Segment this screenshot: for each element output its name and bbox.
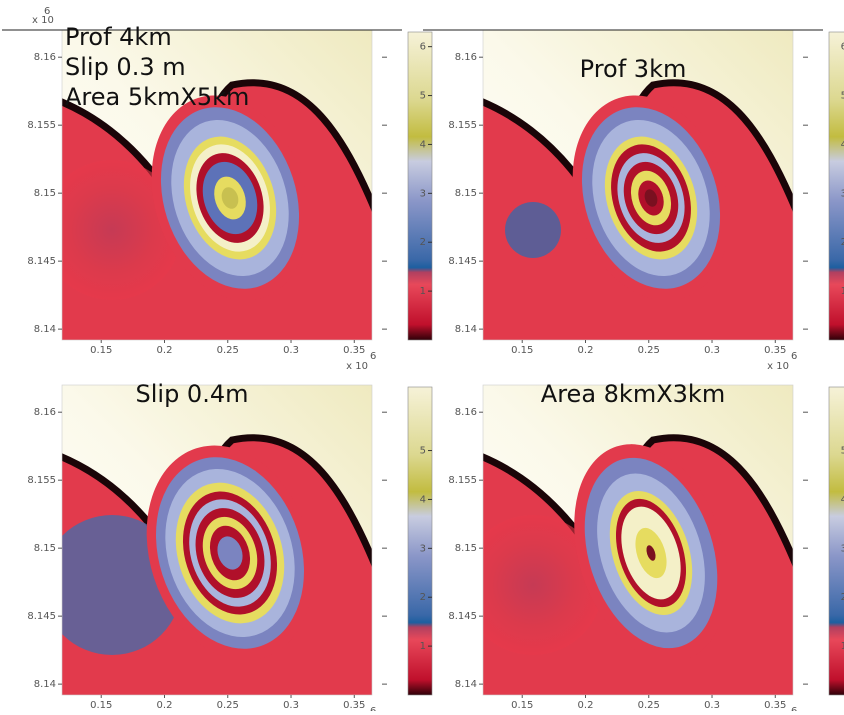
x-scale: x 10 bbox=[767, 361, 789, 372]
x-tick-label: 0.35 bbox=[764, 345, 786, 356]
field bbox=[483, 30, 793, 340]
colorbar-tick-label: 1 bbox=[841, 286, 844, 297]
x-tick-label: 0.15 bbox=[511, 700, 533, 711]
colorbar-tick-label: 4 bbox=[420, 139, 426, 150]
y-tick-label: 8.145 bbox=[448, 256, 477, 267]
plot-frame bbox=[482, 384, 794, 696]
annotation: Slip 0.3 m bbox=[65, 53, 186, 81]
field-blob bbox=[62, 160, 182, 300]
y-scale: x 10 bbox=[32, 15, 54, 26]
annotation: Prof 4km bbox=[65, 23, 172, 51]
colorbar bbox=[828, 386, 844, 696]
x-tick-label: 0.3 bbox=[283, 345, 299, 356]
y-tick-label: 8.14 bbox=[34, 324, 56, 335]
x-tick-label: 0.2 bbox=[157, 700, 173, 711]
x-scale: x 10 bbox=[346, 361, 368, 372]
annotation: Area 5kmX5km bbox=[65, 83, 249, 111]
panel: Prof 3km 8.14 8.145 8.15 8.155 8.16 0.15 0.2 0.2… bbox=[423, 29, 844, 372]
annotation: Slip 0.4m bbox=[136, 380, 249, 408]
colorbar bbox=[407, 31, 433, 341]
x-tick-label: 0.25 bbox=[217, 700, 239, 711]
colorbar-tick-label: 6 bbox=[420, 42, 426, 53]
x-tick-label: 0.2 bbox=[157, 345, 173, 356]
field bbox=[62, 30, 372, 340]
colorbar-tick-label: 3 bbox=[420, 188, 426, 199]
colorbar bbox=[407, 386, 433, 696]
y-tick-label: 8.16 bbox=[34, 52, 56, 63]
x-tick-label: 0.15 bbox=[90, 345, 112, 356]
x-tick-label: 0.3 bbox=[283, 700, 299, 711]
field-blob bbox=[483, 515, 603, 655]
y-tick-label: 8.145 bbox=[27, 256, 56, 267]
colorbar-tick-label: 3 bbox=[841, 543, 844, 554]
colorbar-tick-label: 5 bbox=[841, 91, 844, 102]
y-tick-label: 8.145 bbox=[27, 611, 56, 622]
y-tick-label: 8.16 bbox=[34, 407, 56, 418]
colorbar-tick-label: 1 bbox=[841, 641, 844, 652]
x-tick-label: 0.15 bbox=[511, 345, 533, 356]
colorbar-tick-label: 1 bbox=[420, 641, 426, 652]
y-tick-label: 8.155 bbox=[27, 120, 56, 131]
panel: Slip 0.4m 8.14 8.145 8.15 8.155 8.16 0.15 0.2 0.… bbox=[27, 380, 433, 715]
y-scale-exponent: 6 bbox=[44, 6, 50, 17]
colorbar-tick-label: 4 bbox=[841, 494, 844, 505]
x-tick-label: 0.2 bbox=[578, 345, 594, 356]
x-tick-label: 0.3 bbox=[704, 345, 720, 356]
x-tick-label: 0.2 bbox=[578, 700, 594, 711]
y-tick-label: 8.14 bbox=[34, 679, 56, 690]
x-scale-exponent: 6 bbox=[370, 351, 376, 362]
colorbar-tick-label: 2 bbox=[841, 237, 844, 248]
x-tick-label: 0.25 bbox=[638, 345, 660, 356]
colorbar-tick-label: 2 bbox=[420, 592, 426, 603]
x-tick-label: 0.35 bbox=[343, 345, 365, 356]
colorbar-tick-label: 1 bbox=[420, 286, 426, 297]
y-tick-label: 8.155 bbox=[27, 475, 56, 486]
y-tick-label: 8.145 bbox=[448, 611, 477, 622]
y-tick-label: 8.14 bbox=[455, 324, 477, 335]
fringe bbox=[644, 189, 658, 207]
fringe bbox=[646, 545, 656, 561]
y-tick-label: 8.15 bbox=[34, 543, 56, 554]
x-tick-label: 0.15 bbox=[90, 700, 112, 711]
fringe bbox=[221, 187, 239, 209]
y-tick-label: 8.14 bbox=[455, 679, 477, 690]
x-scale-exponent: 6 bbox=[791, 706, 797, 711]
colorbar-tick-label: 4 bbox=[420, 494, 426, 505]
annotation: Area 8kmX3km bbox=[541, 380, 725, 408]
y-tick-label: 8.16 bbox=[455, 407, 477, 418]
x-scale-exponent: 6 bbox=[370, 706, 376, 711]
x-tick-label: 0.35 bbox=[343, 700, 365, 711]
colorbar bbox=[828, 31, 844, 341]
colorbar-tick-label: 3 bbox=[841, 188, 844, 199]
plot-frame bbox=[61, 384, 373, 696]
x-tick-label: 0.3 bbox=[704, 700, 720, 711]
y-tick-label: 8.15 bbox=[455, 543, 477, 554]
x-scale-exponent: 6 bbox=[791, 351, 797, 362]
colorbar-tick-label: 5 bbox=[420, 446, 426, 457]
colorbar-tick-label: 6 bbox=[841, 42, 844, 53]
y-tick-label: 8.155 bbox=[448, 120, 477, 131]
colorbar-tick-label: 4 bbox=[841, 139, 844, 150]
colorbar-tick-label: 3 bbox=[420, 543, 426, 554]
colorbar-tick-label: 2 bbox=[420, 237, 426, 248]
y-tick-label: 8.155 bbox=[448, 475, 477, 486]
field bbox=[62, 385, 372, 695]
colorbar-tick-label: 5 bbox=[841, 446, 844, 457]
y-tick-label: 8.16 bbox=[455, 52, 477, 63]
y-tick-label: 8.15 bbox=[455, 188, 477, 199]
colorbar-tick-label: 5 bbox=[420, 91, 426, 102]
colorbar-tick-label: 2 bbox=[841, 592, 844, 603]
field bbox=[483, 385, 793, 695]
annotation: Prof 3km bbox=[580, 55, 687, 83]
panel: Area 8kmX3km 8.14 8.145 8.15 8.155 8.16 0.15 0.… bbox=[448, 380, 844, 715]
y-tick-label: 8.15 bbox=[34, 188, 56, 199]
x-tick-label: 0.25 bbox=[217, 345, 239, 356]
fringe bbox=[217, 536, 243, 570]
x-tick-label: 0.25 bbox=[638, 700, 660, 711]
field-blob bbox=[505, 202, 561, 258]
x-tick-label: 0.35 bbox=[764, 700, 786, 711]
